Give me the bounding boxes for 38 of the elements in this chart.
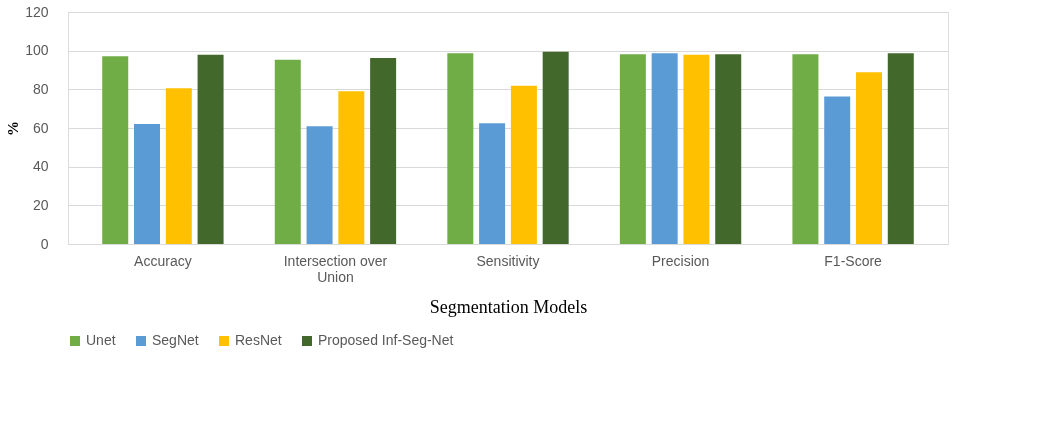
bar <box>683 54 710 244</box>
y-tick-label: 0 <box>40 235 49 252</box>
y-tick-label: 100 <box>25 42 49 59</box>
bar <box>824 96 851 244</box>
legend-label: SegNet <box>152 332 199 348</box>
bar <box>102 56 129 244</box>
bar <box>510 85 537 244</box>
bar <box>370 58 397 244</box>
bar <box>887 53 914 244</box>
x-axis-title: Segmentation Models <box>429 296 588 317</box>
x-tick-label: Precision <box>651 252 710 269</box>
bar <box>792 54 819 244</box>
y-tick-label: 120 <box>25 3 49 20</box>
y-tick-label: 80 <box>32 80 49 97</box>
legend-label: ResNet <box>235 332 282 348</box>
bar <box>274 59 301 244</box>
bar <box>134 123 161 244</box>
bar <box>447 53 474 244</box>
bar <box>651 53 678 244</box>
y-tick-label: 20 <box>32 196 49 213</box>
y-tick-label: 40 <box>32 158 49 175</box>
bar <box>338 91 365 244</box>
x-tick-label: Accuracy <box>134 252 192 269</box>
bar <box>855 72 882 244</box>
y-axis-title: % <box>5 121 22 136</box>
x-tick-label: Intersection over Union <box>283 252 388 285</box>
x-tick-label: Sensitivity <box>476 252 540 269</box>
bar <box>306 126 333 244</box>
bar <box>619 54 646 244</box>
bar <box>479 123 506 244</box>
bar <box>542 51 569 244</box>
y-tick-label: 60 <box>32 119 49 136</box>
legend-label: Proposed Inf-Seg-Net <box>318 332 454 348</box>
bar <box>197 54 224 244</box>
x-tick-label: F1-Score <box>824 252 883 269</box>
bar <box>165 88 192 244</box>
legend-label: Unet <box>86 332 116 348</box>
bar <box>715 54 742 244</box>
